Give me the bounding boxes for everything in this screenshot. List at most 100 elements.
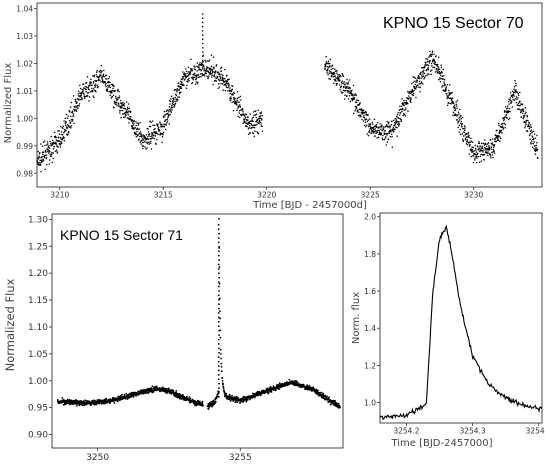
data-point (530, 143, 532, 145)
data-point (463, 125, 466, 127)
data-point (335, 80, 337, 82)
data-point (225, 82, 227, 85)
data-point (515, 96, 518, 98)
data-point (132, 395, 135, 398)
data-point (433, 66, 436, 69)
data-point (133, 119, 135, 122)
data-point (394, 123, 397, 125)
data-point (112, 87, 114, 90)
data-point (140, 143, 142, 145)
data-point (217, 228, 220, 231)
data-point (416, 81, 418, 83)
data-point (327, 67, 329, 69)
data-point (201, 38, 204, 41)
data-point (187, 81, 189, 83)
data-point (83, 93, 85, 95)
data-point (484, 147, 487, 150)
data-point (440, 71, 442, 74)
data-point (220, 70, 222, 72)
data-point (121, 109, 124, 112)
data-point (414, 80, 416, 82)
data-point (340, 85, 343, 88)
data-point (386, 132, 389, 135)
data-point (379, 132, 381, 134)
data-point (334, 68, 336, 70)
data-point (398, 114, 401, 116)
data-point (51, 139, 54, 142)
data-point (147, 141, 149, 144)
data-point (74, 98, 77, 101)
data-point (218, 259, 220, 261)
data-point (211, 74, 213, 77)
data-point (218, 387, 220, 389)
data-point (377, 129, 379, 132)
data-point (126, 106, 129, 109)
data-point (408, 95, 410, 97)
data-point (101, 70, 103, 72)
data-point (239, 104, 241, 106)
data-point (355, 94, 358, 96)
data-point (188, 77, 190, 80)
y-tick-label: 2.0 (364, 213, 376, 222)
data-point (360, 115, 362, 118)
data-point (154, 127, 156, 130)
data-point (76, 101, 78, 104)
data-point (136, 130, 138, 133)
data-point (459, 133, 462, 135)
data-point (362, 120, 365, 122)
data-point (219, 310, 221, 313)
data-point (426, 58, 429, 60)
data-point (50, 135, 52, 138)
data-point (179, 80, 182, 83)
data-point (398, 109, 401, 112)
data-point (258, 115, 261, 118)
x-tick-label: 3225 (361, 191, 380, 200)
data-point (48, 159, 51, 161)
data-point (239, 402, 242, 404)
data-point (201, 73, 203, 75)
data-point (67, 133, 69, 135)
data-point (426, 74, 428, 76)
data-point (489, 155, 492, 157)
data-point (491, 138, 494, 140)
data-point (351, 89, 353, 92)
data-point (267, 391, 270, 394)
data-point (478, 140, 480, 143)
data-point (407, 110, 409, 112)
data-point (231, 394, 234, 397)
data-point (383, 126, 385, 128)
data-point (502, 127, 505, 129)
data-point (514, 97, 517, 100)
data-point (476, 157, 478, 159)
data-point (515, 84, 517, 87)
data-point (418, 83, 421, 85)
data-point (260, 111, 263, 113)
data-point (342, 75, 345, 78)
data-point (201, 61, 204, 64)
data-point (237, 105, 240, 107)
data-point (202, 46, 204, 49)
data-point (396, 123, 399, 126)
data-point (207, 76, 209, 79)
data-point (453, 104, 456, 106)
data-point (330, 75, 333, 78)
data-point (337, 74, 339, 76)
data-point (528, 134, 531, 137)
data-point (221, 77, 224, 79)
data-point (227, 82, 230, 85)
data-point (471, 148, 474, 151)
data-point (330, 68, 332, 71)
data-point (509, 92, 512, 94)
data-point (231, 101, 233, 104)
data-point (270, 391, 273, 393)
data-point (412, 92, 415, 95)
data-point (475, 155, 478, 158)
data-point (426, 60, 429, 63)
data-point (479, 147, 481, 149)
data-point (147, 138, 150, 140)
data-point (459, 116, 461, 118)
data-point (67, 130, 70, 133)
data-point (420, 71, 422, 74)
data-point (181, 394, 184, 396)
data-point (140, 140, 142, 142)
